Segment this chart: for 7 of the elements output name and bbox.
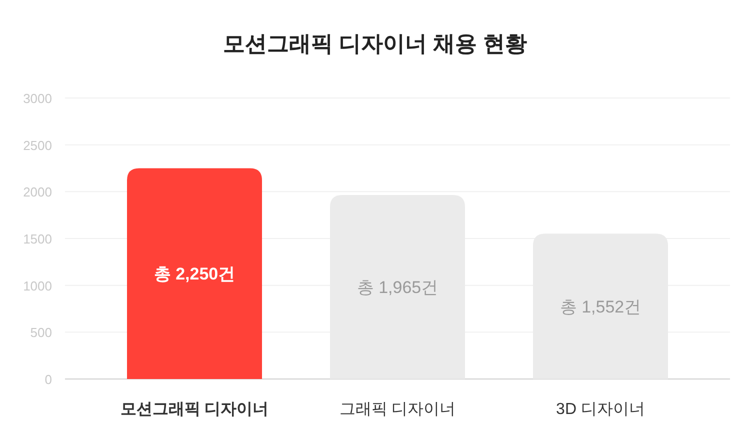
data-label: 총 2,250건 — [154, 264, 236, 284]
x-tick-label: 3D 디자이너 — [556, 401, 645, 418]
chart-title: 모션그래픽 디자이너 채용 현황 — [222, 31, 528, 56]
data-label: 총 1,552건 — [560, 297, 642, 316]
x-tick-label: 그래픽 디자이너 — [339, 401, 456, 418]
data-label: 총 1,965건 — [356, 278, 438, 297]
x-tick-label: 모션그래픽 디자이너 — [120, 401, 269, 418]
